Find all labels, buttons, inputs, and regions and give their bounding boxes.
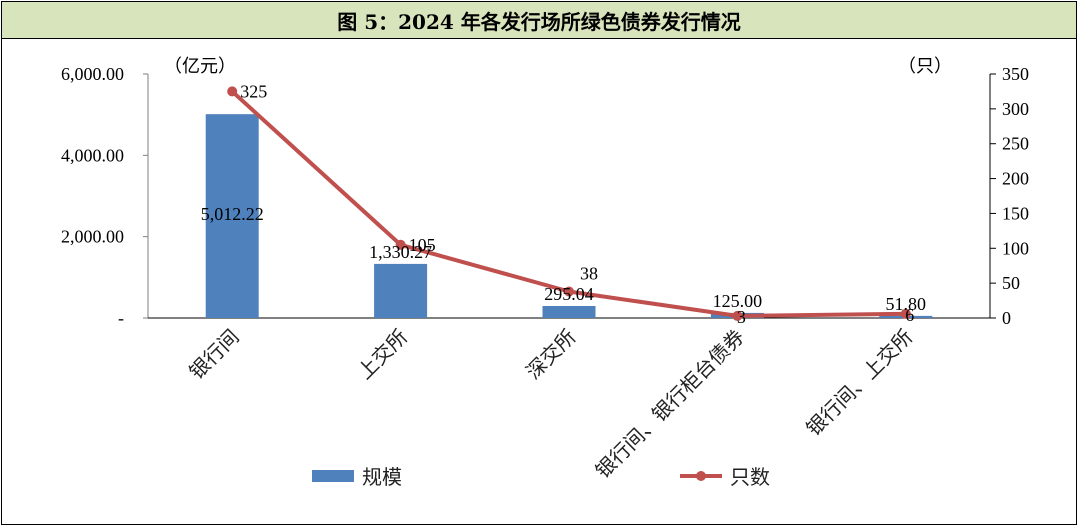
bar-data-label: 5,012.22 [201,204,264,224]
bar-data-label: 295.04 [544,284,594,304]
left-axis-unit: （亿元） [164,56,236,76]
right-tick-label: 100 [1002,238,1029,258]
right-tick-label: 350 [1002,64,1029,84]
right-tick-label: 250 [1002,134,1029,154]
left-tick-label: 4,000.00 [61,145,124,165]
line-data-label: 325 [240,81,267,101]
line-data-label: 38 [580,264,598,284]
right-tick-label: 150 [1002,203,1029,223]
legend-bar-label: 规模 [362,466,402,489]
right-axis-unit: （只） [898,56,952,76]
right-tick-label: 50 [1002,273,1020,293]
right-tick-label: 0 [1002,308,1011,328]
right-tick-label: 300 [1002,99,1029,119]
legend-line-marker [696,471,706,481]
line-point [564,286,574,297]
left-tick-label: 6,000.00 [61,64,124,84]
chart-title: 图 5：2024 年各发行场所绿色债券发行情况 [2,2,1076,39]
bar-data-label: 125.00 [713,291,763,311]
left-tick-label: - [118,308,124,328]
bar [542,306,596,318]
line-data-label: 105 [409,235,436,255]
right-tick-label: 200 [1002,169,1029,189]
line-data-label: 3 [737,307,746,327]
bar [205,114,259,318]
legend-bar-swatch [312,470,354,482]
line-point [900,308,911,319]
bar-data-label: 1,330.27 [369,242,432,262]
category-label: 上交所 [353,325,412,384]
line-point [395,239,406,250]
category-label: 银行间、上交所 [802,325,917,440]
category-label: 深交所 [522,325,581,384]
left-tick-label: 2,000.00 [61,227,124,247]
category-label: 银行间、银行柜台债券 [591,325,749,483]
line-point [732,310,743,321]
bar [374,263,428,318]
line-data-label: 6 [905,305,914,325]
bar-data-label: 51.80 [886,294,927,314]
line-series [230,89,906,318]
line-point [227,86,238,97]
category-label: 银行间 [185,325,244,384]
legend-line-label: 只数 [730,466,770,489]
